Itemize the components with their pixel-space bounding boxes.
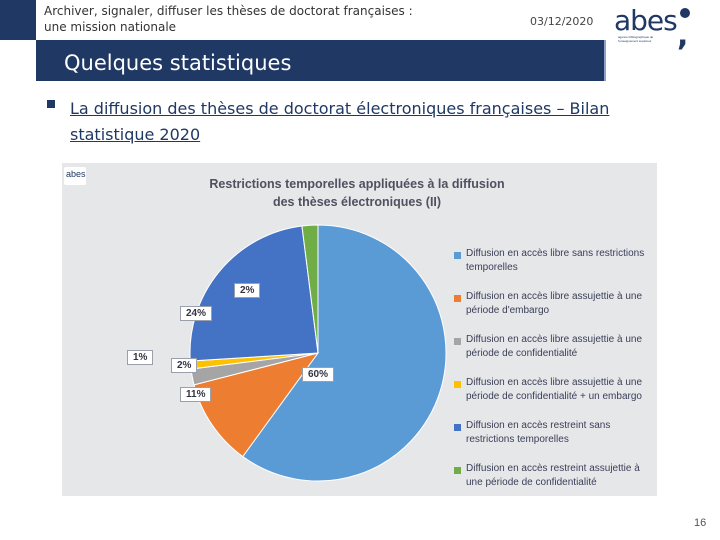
legend-swatch-3	[454, 381, 461, 388]
header-date: 03/12/2020	[530, 15, 594, 28]
chart-title-line2: des thèses électroniques (II)	[272, 195, 442, 209]
section-title: Quelques statistiques	[64, 51, 292, 75]
chart-title: Restrictions temporelles appliquées à la…	[142, 175, 572, 211]
chart-legend: Diffusion en accès libre sans restrictio…	[454, 247, 654, 505]
logo-dot-icon	[680, 8, 690, 18]
abes-logo-text: abes	[614, 4, 678, 37]
legend-item-1: Diffusion en accès libre assujettie à un…	[454, 290, 654, 333]
logo-comma-icon: ,	[677, 18, 689, 53]
legend-label-2: Diffusion en accès libre assujettie à un…	[466, 334, 643, 359]
corner-block	[0, 0, 36, 40]
header-title-line2: une mission nationale	[44, 20, 177, 34]
pie-slice-5	[301, 224, 319, 354]
header-title-line1: Archiver, signaler, diffuser les thèses …	[44, 4, 413, 18]
legend-label-3: Diffusion en accès libre assujettie à un…	[466, 377, 643, 402]
legend-item-3: Diffusion en accès libre assujettie à un…	[454, 376, 654, 419]
legend-label-0: Diffusion en accès libre sans restrictio…	[466, 248, 645, 273]
legend-swatch-5	[454, 467, 461, 474]
chart-panel: abes Restrictions temporelles appliquées…	[62, 163, 657, 496]
slice-value-label-0: 60%	[302, 367, 335, 382]
slice-value-label-2: 2%	[171, 358, 198, 373]
legend-swatch-0	[454, 252, 461, 259]
page-number: 16	[694, 517, 707, 529]
slice-value-label-5: 2%	[234, 283, 261, 298]
legend-label-4: Diffusion en accès restreint sans restri…	[466, 420, 611, 445]
legend-swatch-4	[454, 424, 461, 431]
slice-value-label-3: 1%	[127, 350, 154, 365]
legend-item-4: Diffusion en accès restreint sans restri…	[454, 419, 654, 462]
slice-value-label-1: 11%	[180, 387, 212, 402]
slice-value-label-4: 24%	[180, 306, 213, 321]
legend-item-5: Diffusion en accès restreint assujettie …	[454, 462, 654, 505]
chart-abes-logo-text: abes	[66, 169, 86, 179]
legend-item-0: Diffusion en accès libre sans restrictio…	[454, 247, 654, 290]
pie-slice-0	[242, 224, 447, 482]
section-bar-edge	[604, 40, 606, 81]
chart-abes-logo: abes	[64, 167, 86, 185]
abes-logo-tagline: agence bibliographique de l'enseignement…	[618, 35, 654, 43]
abes-logo: abes , agence bibliographique de l'ensei…	[614, 4, 694, 53]
legend-label-5: Diffusion en accès restreint assujettie …	[466, 463, 640, 488]
chart-title-line1: Restrictions temporelles appliquées à la…	[209, 177, 505, 191]
legend-item-2: Diffusion en accès libre assujettie à un…	[454, 333, 654, 376]
legend-label-1: Diffusion en accès libre assujettie à un…	[466, 291, 643, 316]
legend-swatch-2	[454, 338, 461, 345]
section-bar	[36, 40, 606, 81]
bullet-square-icon	[47, 100, 55, 108]
legend-swatch-1	[454, 295, 461, 302]
bullet-link[interactable]: La diffusion des thèses de doctorat élec…	[70, 99, 610, 144]
